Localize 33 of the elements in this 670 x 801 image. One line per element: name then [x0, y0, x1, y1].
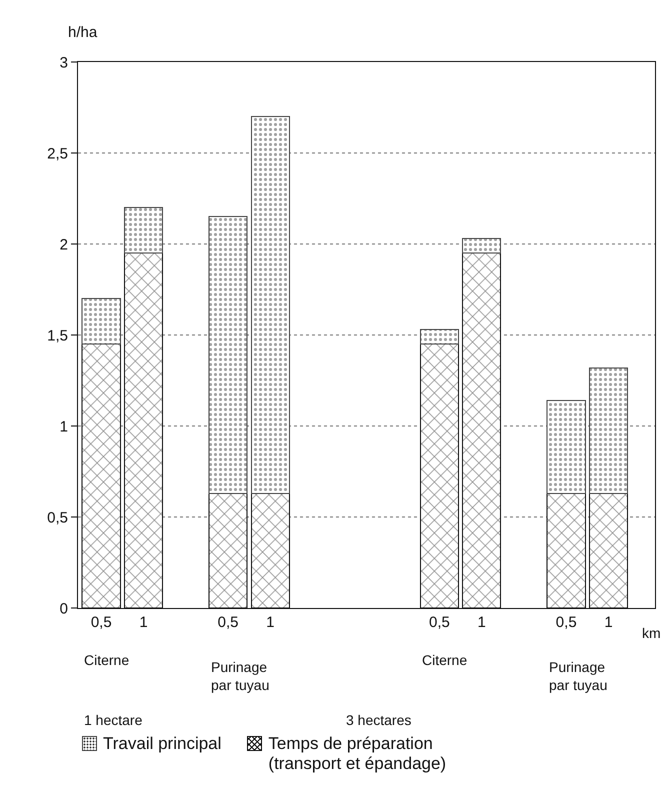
y-tick-label: 2 [60, 236, 68, 254]
text: 1 hectare [84, 712, 143, 728]
y-tick-label: 2,5 [47, 145, 68, 162]
text: Citerne [84, 652, 130, 668]
bar [208, 216, 248, 494]
bar [82, 298, 121, 345]
bar [124, 207, 164, 254]
bar [546, 400, 586, 494]
legend-label: Travail principal [103, 734, 222, 754]
text: Purinage par tuyau [211, 659, 270, 694]
y-tick-label: 0 [60, 600, 68, 618]
text: Purinage par tuyau [549, 659, 608, 694]
y-tick-label: 0,5 [47, 509, 68, 526]
bar [420, 329, 459, 345]
bar [588, 367, 628, 494]
x-tick-label: 0,5 [90, 614, 112, 631]
x-tick-label: 1 [604, 614, 613, 631]
x-tick-label: 0,5 [428, 614, 450, 631]
x-tick-label: 0,5 [556, 614, 577, 631]
text: Citerne [422, 652, 468, 668]
x-tick-label: 1 [139, 614, 148, 631]
x-tick-label: 1 [266, 614, 274, 631]
bar [250, 116, 290, 494]
text: 3 hectares [346, 712, 412, 728]
x-tick-label: 1 [478, 614, 486, 631]
x-tick-label: 0,5 [218, 614, 238, 631]
bar [462, 238, 502, 254]
text: km [642, 625, 661, 641]
legend-label: Temps de préparation (transport et épandage) [268, 734, 446, 774]
y-tick-label: 1 [60, 418, 68, 436]
y-axis-title: h/ha [68, 24, 98, 41]
y-tick-label: 3 [60, 54, 68, 72]
y-tick-label: 1,5 [47, 327, 68, 344]
